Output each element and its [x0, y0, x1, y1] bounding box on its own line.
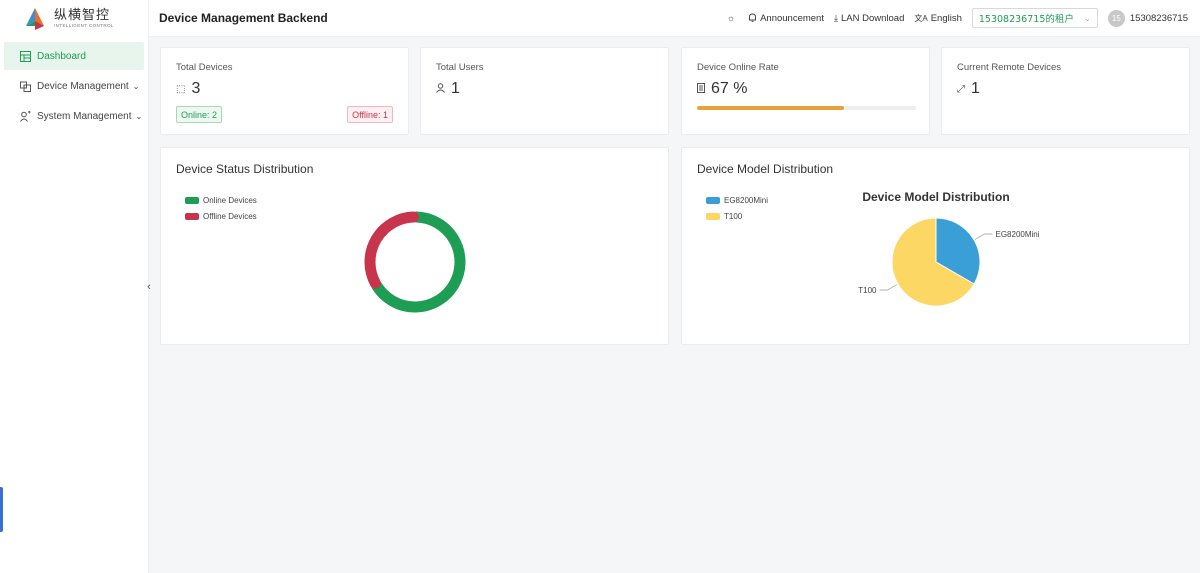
- chart-legend: EG8200Mini T100: [706, 192, 768, 224]
- remote-icon: ⤢: [957, 83, 965, 95]
- legend-label: Online Devices: [203, 195, 257, 205]
- legend-item-offline[interactable]: Offline Devices: [185, 208, 257, 224]
- translate-icon: 文A: [914, 13, 928, 23]
- legend-swatch: [706, 212, 720, 220]
- logo-subtitle: INTELLIGENT CONTROL: [54, 22, 114, 28]
- tenant-value: 15308236715的租户: [978, 14, 1074, 25]
- theme-toggle-button[interactable]: ☼: [727, 13, 738, 23]
- legend-swatch: [185, 212, 199, 220]
- language-button[interactable]: 文A English: [914, 13, 962, 24]
- pie-label: EG8200Mini: [995, 230, 1039, 239]
- avatar[interactable]: 15: [1107, 9, 1125, 27]
- download-icon: ⤓: [834, 12, 838, 23]
- language-label: English: [930, 12, 962, 24]
- lan-download-button[interactable]: ⤓ LAN Download: [834, 13, 904, 24]
- online-rate-card: Device Online Rate 67 %: [681, 47, 930, 135]
- legend-item-t100[interactable]: T100: [706, 208, 768, 224]
- sidebar-item-system-management[interactable]: System Management ⌄: [4, 102, 144, 130]
- sidebar-item-label: Device Management: [37, 80, 129, 92]
- dashboard-icon: [19, 50, 31, 62]
- chevron-down-icon: ⌄: [1084, 13, 1091, 23]
- chevron-down-icon: ⌄: [132, 81, 140, 91]
- legend-swatch: [706, 196, 720, 204]
- logo[interactable]: 纵横智控 INTELLIGENT CONTROL: [0, 0, 148, 37]
- legend-label: Offline Devices: [203, 211, 257, 221]
- device-status-chart-card: Device Status Distribution Online Device…: [160, 147, 669, 345]
- legend-item-online[interactable]: Online Devices: [185, 192, 257, 208]
- online-rate-progress-fill: [697, 106, 844, 110]
- device-icon: ⬚: [176, 83, 186, 95]
- tenant-select[interactable]: 15308236715的租户 ⌄: [971, 8, 1098, 28]
- logo-icon: [26, 7, 44, 30]
- announcement-label: Announcement: [760, 12, 824, 24]
- user-icon: [436, 82, 445, 96]
- chart-title: Device Model Distribution: [697, 162, 834, 176]
- users-icon: [19, 110, 31, 122]
- sun-icon: ☼: [726, 13, 736, 23]
- stat-value: 67 %: [711, 80, 748, 97]
- sidebar-item-label: Dashboard: [37, 50, 86, 62]
- stat-value: 1: [451, 80, 460, 97]
- stat-label: Total Devices: [176, 62, 233, 73]
- sidebar-item-dashboard[interactable]: Dashboard: [4, 42, 144, 70]
- stat-value: 1: [971, 80, 980, 97]
- top-header: Device Management Backend ☼ Announcement…: [149, 0, 1200, 37]
- pie-slice-eg8200mini[interactable]: [935, 217, 981, 285]
- bell-icon: [748, 12, 757, 24]
- logo-title: 纵横智控: [54, 7, 111, 23]
- sidebar: 纵横智控 INTELLIGENT CONTROL Dashboard Devic…: [0, 0, 149, 573]
- offline-badge: Offline: 1: [347, 106, 393, 123]
- chevron-down-icon: ⌄: [135, 111, 143, 121]
- sidebar-menu: Dashboard Device Management ⌄ System Man…: [0, 42, 148, 130]
- online-rate-progress: [697, 106, 916, 110]
- legend-label: EG8200Mini: [724, 195, 769, 205]
- page-title: Device Management Backend: [159, 11, 328, 25]
- online-badge: Online: 2: [176, 106, 223, 123]
- remote-devices-card: Current Remote Devices ⤢ 1: [941, 47, 1190, 135]
- sidebar-item-device-management[interactable]: Device Management ⌄: [4, 72, 144, 100]
- stat-label: Total Users: [436, 62, 484, 73]
- chart-title: Device Status Distribution: [176, 162, 314, 176]
- username[interactable]: 15308236715: [1129, 12, 1188, 24]
- device-status-chart: [364, 211, 466, 313]
- device-model-chart-card: Device Model Distribution EG8200Mini T100 …: [681, 147, 1190, 345]
- sidebar-item-label: System Management: [37, 110, 132, 122]
- legend-swatch: [185, 196, 199, 204]
- legend-label: T100: [724, 211, 743, 221]
- total-users-card: Total Users 1: [420, 47, 669, 135]
- pie-inner-title: Device Model Distribution: [862, 190, 1009, 204]
- announcement-button[interactable]: Announcement: [748, 13, 824, 24]
- total-devices-card: Total Devices ⬚ 3 Online: 2 Offline: 1: [160, 47, 409, 135]
- legend-item-eg8200mini[interactable]: EG8200Mini: [706, 192, 768, 208]
- collapse-sidebar-button[interactable]: ‹: [147, 281, 151, 293]
- list-icon: [697, 82, 705, 96]
- lan-download-label: LAN Download: [840, 12, 905, 24]
- pie-label-line: [879, 284, 898, 291]
- pie-slice-t100[interactable]: [891, 217, 975, 307]
- stat-value: 3: [191, 80, 201, 97]
- donut-slice-offline-devices[interactable]: [364, 211, 419, 289]
- sidebar-edge-tab[interactable]: [0, 487, 3, 532]
- stat-label: Current Remote Devices: [957, 62, 1062, 73]
- chart-legend: Online Devices Offline Devices: [185, 192, 257, 224]
- device-model-chart: Device Model Distribution EG8200Mini T100: [858, 190, 1040, 307]
- pie-label: T100: [858, 286, 877, 295]
- device-icon: [19, 80, 31, 92]
- pie-label-line: [974, 233, 993, 240]
- donut-slice-online-devices[interactable]: [371, 211, 466, 313]
- stat-label: Device Online Rate: [697, 62, 779, 73]
